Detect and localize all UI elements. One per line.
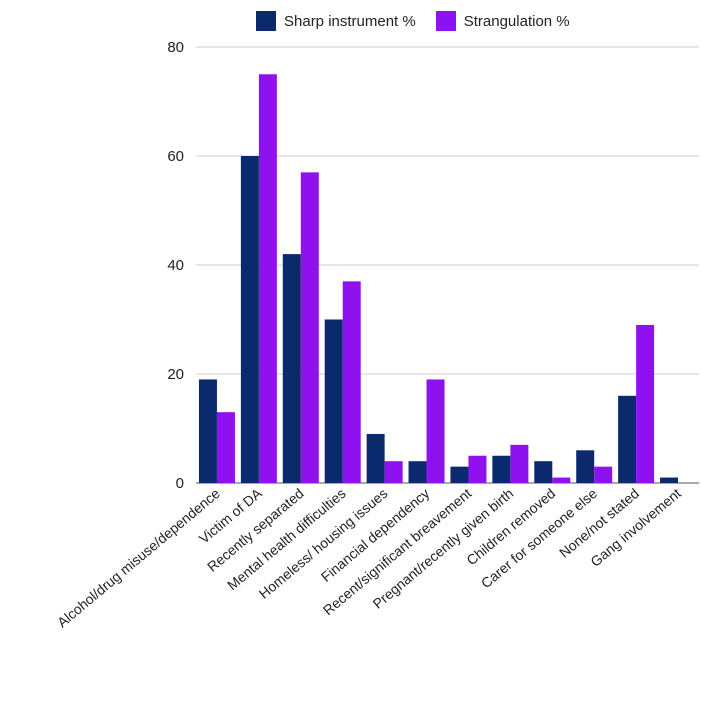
chart-legend: Sharp instrument % Strangulation % (256, 11, 590, 31)
bar-strangulation (216, 412, 235, 483)
bar-strangulation (384, 461, 403, 483)
bar-sharp (534, 461, 553, 483)
bar-sharp (660, 477, 679, 483)
y-tick-label: 80 (167, 39, 184, 56)
bar-sharp (408, 461, 427, 483)
bar-strangulation (552, 477, 571, 483)
bar-sharp (324, 319, 343, 483)
y-tick-label: 0 (176, 475, 184, 492)
bar-sharp (576, 450, 595, 483)
bar-strangulation (258, 74, 277, 483)
legend-item-strangulation: Strangulation % (435, 11, 570, 31)
bar-sharp (282, 254, 301, 483)
y-tick-label: 60 (167, 148, 184, 165)
bar-strangulation (300, 172, 319, 483)
bar-sharp (366, 433, 385, 483)
bar-strangulation (468, 455, 487, 483)
bar-strangulation (510, 444, 529, 483)
bar-strangulation (594, 466, 613, 483)
legend-label-strangulation: Strangulation % (463, 12, 570, 30)
bar-sharp (240, 156, 259, 483)
bar-strangulation (342, 281, 361, 483)
legend-label-sharp: Sharp instrument % (284, 12, 416, 30)
bar-sharp (198, 379, 217, 483)
x-tick-label: Alcohol/drug misuse/dependence (54, 485, 223, 630)
y-tick-label: 40 (167, 257, 184, 274)
bar-sharp (450, 466, 469, 483)
y-tick-label: 20 (167, 366, 184, 383)
bar-strangulation (426, 379, 445, 483)
bar-sharp (618, 395, 637, 483)
legend-swatch-strangulation (435, 11, 456, 31)
bar-strangulation (636, 324, 655, 483)
legend-item-sharp: Sharp instrument % (256, 11, 416, 31)
bar-sharp (492, 455, 511, 483)
legend-swatch-sharp (256, 11, 276, 31)
